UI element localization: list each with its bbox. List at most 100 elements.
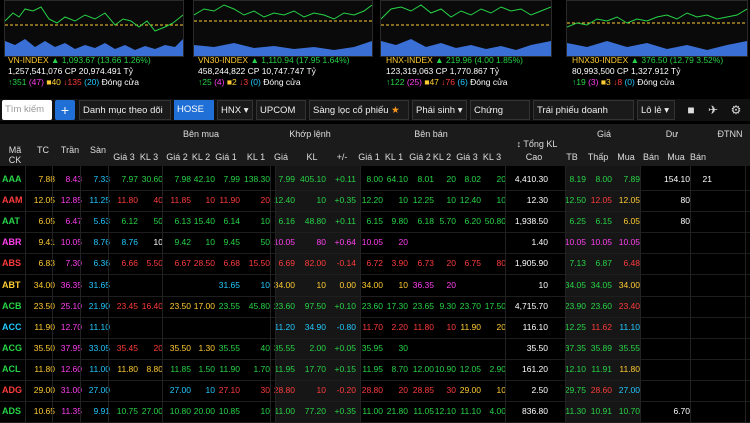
column-header[interactable]: Giá 3 [456,152,478,162]
table-cell: 11.90 [34,321,55,332]
column-header[interactable]: KL 1 [384,152,404,162]
table-cell: 6.25 [569,216,586,227]
column-header[interactable]: Giá 2 [166,152,188,162]
watchlist-dropdown[interactable]: Danh mục theo dõi ▾ [79,100,171,136]
table-row[interactable]: AAM 12.05 12.85 11.25 11.80 40 11.85 10 11.90 20 1… [0,190,750,213]
column-header[interactable]: Giá 1 [358,152,380,162]
table-row[interactable]: ACC 11.90 12.70 11.10 11.20 34.90 -0.80 11.70 2.… [0,317,750,339]
column-header[interactable]: Giá 1 [215,152,237,162]
column-header[interactable]: Mua [617,152,635,162]
table-cell: 33.05 [88,342,110,353]
column-header[interactable]: Bán [642,152,659,162]
stock-symbol[interactable]: ACL [2,363,21,374]
stock-symbol[interactable]: ABS [2,258,22,269]
stock-symbol[interactable]: ACC [2,321,22,332]
vnindex-chart[interactable] [4,0,184,57]
stock-symbol[interactable]: ADG [2,385,22,395]
column-header[interactable]: Giá [273,152,288,162]
toolbar: Tìm kiếm + Danh mục theo dõi ▾ HOSE ▾ HN… [0,99,750,136]
bonds-tab[interactable]: Trái phiếu doanh nghiệp [533,100,634,136]
hnx30-chart[interactable] [566,0,748,57]
column-header[interactable]: KL 3 [482,152,502,162]
vn30-summary[interactable]: VN30-INDEX ▲ 1,110.94 (17.95 1.64%) 458,… [198,55,350,87]
table-cell: 11.10 [460,406,481,417]
table-cell: 6.66 [121,258,138,269]
pin-icon[interactable]: ✈ [707,103,719,117]
grid-line [25,166,26,422]
search-input[interactable]: Tìm kiếm [2,100,52,120]
odd-lot-dropdown[interactable]: Lô lẻ ▾ [637,100,675,120]
column-header[interactable]: Bán [689,152,706,162]
column-header[interactable]: Giá 2 [409,152,431,162]
column-header[interactable]: Mua [667,152,685,162]
column-header[interactable]: Giá 3 [113,152,135,162]
warrants-tab[interactable]: Chứng quyền [470,100,530,136]
table-row[interactable]: AAT 6.05 6.47 5.63 6.12 50 6.13 15.40 6.14 10 6.16… [0,211,750,234]
hnxindex-summary[interactable]: HNX-INDEX ▲ 219.96 (4.00 1.85%) 123,319,… [386,55,523,87]
table-cell: 12.25 [412,195,434,206]
column-header[interactable]: KL 2 [432,152,452,162]
column-header[interactable]: Trần [60,145,80,155]
hose-dropdown[interactable]: HOSE ▾ [174,100,214,135]
stock-symbol[interactable]: AAM [2,195,23,206]
table-cell: 12.20 [361,195,383,206]
video-icon[interactable]: ■ [687,103,695,117]
table-cell: 15.40 [193,216,215,227]
table-row[interactable]: ACB 23.50 25.10 21.90 23.45 16.40 23.50 17.00 23… [0,296,750,318]
stock-symbol[interactable]: ACB [2,300,22,311]
derivatives-dropdown[interactable]: Phái sinh ▾ [412,100,467,120]
table-cell: 6.15 [595,216,612,227]
column-header[interactable]: Thấp [587,152,609,162]
header-total-volume[interactable]: ↕ Tổng KL [516,139,558,149]
column-header[interactable]: +/- [336,152,348,162]
settings-icon[interactable]: ⚙ [730,103,742,117]
table-cell: 23.50 [33,300,55,311]
table-row[interactable]: ACL 11.80 12.60 11.00 11.80 8.80 11.85 1.50 11.9… [0,359,750,381]
table-row[interactable]: AAA 7.88 8.43 7.33 7.97 30.60 7.98 42.10 7.99 138… [0,169,750,191]
column-header[interactable]: TC [37,145,49,155]
table-row[interactable]: ADG 29.00 31.00 27.00 27.00 10 27.10 30 28.80 10-… [0,380,750,402]
stock-filter-dropdown[interactable]: Sàng lọc cổ phiếu ★ ▾ [309,100,409,136]
add-button[interactable]: + [55,100,75,120]
hnx30-summary[interactable]: HNX30-INDEX ▲ 376.50 (12.79 3.52%) 80,99… [572,55,724,87]
table-cell: 2.00 [309,342,326,353]
column-header[interactable]: Sàn [89,145,106,155]
upcom-dropdown[interactable]: UPCOM ▾ [256,100,306,136]
table-header: Bên mua Khớp lệnh Bên bán ↕ Tổng KL Giá … [0,124,750,166]
table-cell: 23.70 [459,300,481,311]
column-header[interactable]: KL [306,152,318,162]
vnindex-summary[interactable]: VN-INDEX ▲ 1,093.67 (13.66 1.26%) 1,257,… [8,55,151,87]
table-row[interactable]: ABT 34.00 36.35 31.65 31.65 10 34.00 10 0.00 34.0… [0,275,750,297]
table-row[interactable]: ACG 35.50 37.95 33.05 35.45 20 35.50 1.30 35.55 4… [0,338,750,360]
column-header[interactable]: KL 3 [139,152,159,162]
column-header[interactable]: Cao [525,152,543,162]
column-header[interactable]: KL 1 [246,152,266,162]
table-cell: 6.87 [595,258,612,269]
hnxindex-chart[interactable] [380,0,552,57]
table-row[interactable]: ADS 10.65 11.35 9.91 10.75 27.00 10.80 20.00 10.… [0,401,750,423]
table-cell: 35.45 [116,342,138,353]
stock-symbol[interactable]: ABT [2,279,21,290]
table-cell: 34.00 [618,279,640,290]
table-cell: 10 [398,279,408,290]
star-icon: ★ [391,105,400,116]
hnx-dropdown[interactable]: HNX ▾ [217,100,253,120]
stock-symbol[interactable]: ACG [2,342,22,353]
vn30-chart[interactable] [193,0,373,57]
table-cell: 1.40 [531,237,548,248]
column-header[interactable]: Mã CK [8,145,22,165]
column-header[interactable]: TB [566,152,578,162]
table-cell: 8.19 [569,174,586,184]
table-row[interactable]: ABR 9.41 10.05 8.76 8.76 10 9.42 10 9.45 50 10.05 8… [0,232,750,255]
stock-symbol[interactable]: ABR [2,237,22,248]
table-cell: 8.76 [121,237,138,248]
stock-symbol[interactable]: AAT [2,216,20,227]
table-cell: +0.05 [334,342,356,353]
stock-symbol[interactable]: AAA [2,174,22,184]
stock-symbol[interactable]: ADS [2,406,22,417]
table-cell: 12.40 [459,195,481,206]
table-cell: 11.10 [89,321,110,332]
column-header[interactable]: KL 2 [191,152,211,162]
table-row[interactable]: ABS 6.83 7.30 6.36 6.66 5.50 6.67 28.50 6.68 15.5… [0,253,750,276]
table-cell: 10.05 [273,237,295,248]
